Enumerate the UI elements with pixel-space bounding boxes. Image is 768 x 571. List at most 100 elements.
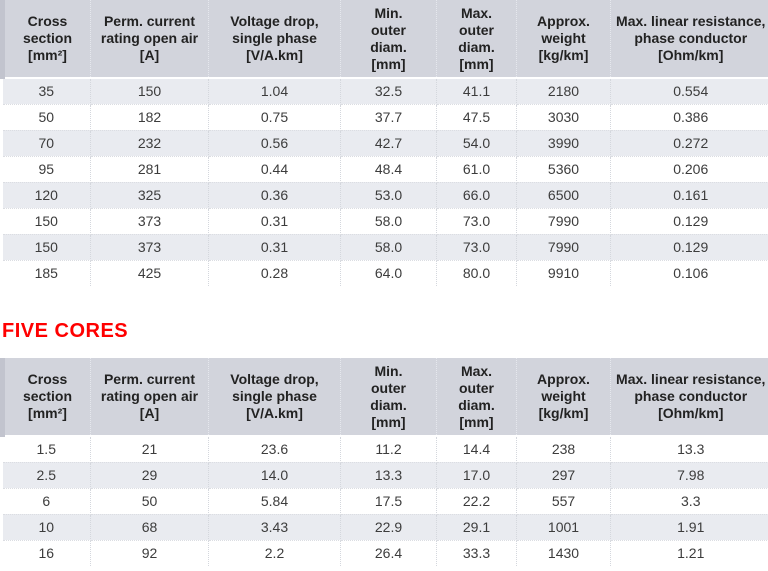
cell: 1.21 [610, 540, 768, 566]
cell: 17.0 [436, 462, 517, 489]
table-row: 2.5 29 14.0 13.3 17.0 297 7.98 [2, 462, 768, 489]
cell: 48.4 [340, 156, 437, 183]
cell: 0.161 [610, 182, 768, 209]
table-row: 150 373 0.31 58.0 73.0 7990 0.129 [2, 234, 768, 261]
cell: 11.2 [340, 436, 437, 463]
cell: 150 [2, 234, 91, 261]
cell: 7.98 [610, 462, 768, 489]
column-header: Max. outer diam. [mm] [436, 358, 517, 437]
cell: 5360 [516, 156, 611, 183]
table-header-row: Cross section [mm²] Perm. current rating … [0, 358, 768, 437]
cell: 73.0 [436, 234, 517, 261]
cell: 0.44 [208, 156, 341, 183]
column-header: Min. outer diam. [mm] [340, 0, 437, 79]
cell: 5.84 [208, 488, 341, 515]
cell: 373 [90, 208, 209, 235]
five-cores-spec-table: Cross section [mm²] Perm. current rating … [0, 358, 768, 566]
cell: 50 [90, 488, 209, 515]
cell: 22.9 [340, 514, 437, 541]
table-row: 120 325 0.36 53.0 66.0 6500 0.161 [2, 182, 768, 209]
cell: 0.129 [610, 208, 768, 235]
cell: 1001 [516, 514, 611, 541]
cell: 2.2 [208, 540, 341, 566]
cell: 297 [516, 462, 611, 489]
cell: 80.0 [436, 260, 517, 286]
cell: 425 [90, 260, 209, 286]
cell: 120 [2, 182, 91, 209]
cell: 6500 [516, 182, 611, 209]
table-row: 6 50 5.84 17.5 22.2 557 3.3 [2, 488, 768, 515]
cell: 54.0 [436, 130, 517, 157]
column-header: Cross section [mm²] [0, 0, 91, 79]
cell: 33.3 [436, 540, 517, 566]
cell: 50 [2, 104, 91, 131]
cell: 95 [2, 156, 91, 183]
cell: 238 [516, 436, 611, 463]
cell: 9910 [516, 260, 611, 286]
cell: 0.56 [208, 130, 341, 157]
column-header: Voltage drop, single phase [V/A.km] [208, 0, 341, 79]
cell: 0.28 [208, 260, 341, 286]
cell: 0.106 [610, 260, 768, 286]
cell: 32.5 [340, 78, 437, 105]
column-header: Voltage drop, single phase [V/A.km] [208, 358, 341, 437]
column-header: Perm. current rating open air [A] [90, 358, 209, 437]
cell: 6 [2, 488, 91, 515]
cell: 29 [90, 462, 209, 489]
cell: 1.04 [208, 78, 341, 105]
table-row: 1.5 21 23.6 11.2 14.4 238 13.3 [2, 436, 768, 463]
cell: 0.75 [208, 104, 341, 131]
cell: 150 [2, 208, 91, 235]
cell: 64.0 [340, 260, 437, 286]
cell: 185 [2, 260, 91, 286]
cell: 26.4 [340, 540, 437, 566]
column-header: Max. linear resistance, phase conductor … [610, 0, 768, 79]
cell: 2180 [516, 78, 611, 105]
cell: 16 [2, 540, 91, 566]
cell: 73.0 [436, 208, 517, 235]
table-row: 16 92 2.2 26.4 33.3 1430 1.21 [2, 540, 768, 566]
cell: 2.5 [2, 462, 91, 489]
table-row: 70 232 0.56 42.7 54.0 3990 0.272 [2, 130, 768, 157]
cell: 1.91 [610, 514, 768, 541]
cell: 21 [90, 436, 209, 463]
cell: 557 [516, 488, 611, 515]
cell: 68 [90, 514, 209, 541]
table-row: 185 425 0.28 64.0 80.0 9910 0.106 [2, 260, 768, 286]
table-header-row: Cross section [mm²] Perm. current rating … [0, 0, 768, 79]
cell: 325 [90, 182, 209, 209]
section-heading: FIVE CORES [2, 320, 129, 342]
table-row: 95 281 0.44 48.4 61.0 5360 0.206 [2, 156, 768, 183]
cell: 14.4 [436, 436, 517, 463]
cell: 41.1 [436, 78, 517, 105]
cell: 0.554 [610, 78, 768, 105]
table-row: 10 68 3.43 22.9 29.1 1001 1.91 [2, 514, 768, 541]
table-row: 50 182 0.75 37.7 47.5 3030 0.386 [2, 104, 768, 131]
column-header: Approx. weight [kg/km] [516, 358, 611, 437]
cell: 47.5 [436, 104, 517, 131]
cell: 0.31 [208, 234, 341, 261]
cell: 35 [2, 78, 91, 105]
cell: 14.0 [208, 462, 341, 489]
cell: 0.36 [208, 182, 341, 209]
cell: 7990 [516, 234, 611, 261]
cell: 3030 [516, 104, 611, 131]
cell: 29.1 [436, 514, 517, 541]
cell: 13.3 [340, 462, 437, 489]
cell: 3.43 [208, 514, 341, 541]
cell: 70 [2, 130, 91, 157]
cell: 0.206 [610, 156, 768, 183]
cell: 58.0 [340, 234, 437, 261]
cell: 3990 [516, 130, 611, 157]
cell: 373 [90, 234, 209, 261]
cell: 0.129 [610, 234, 768, 261]
cell: 53.0 [340, 182, 437, 209]
cell: 17.5 [340, 488, 437, 515]
cell: 42.7 [340, 130, 437, 157]
cell: 23.6 [208, 436, 341, 463]
column-header: Max. linear resistance, phase conductor … [610, 358, 768, 437]
column-header: Approx. weight [kg/km] [516, 0, 611, 79]
column-header: Min. outer diam. [mm] [340, 358, 437, 437]
cell: 1.5 [2, 436, 91, 463]
